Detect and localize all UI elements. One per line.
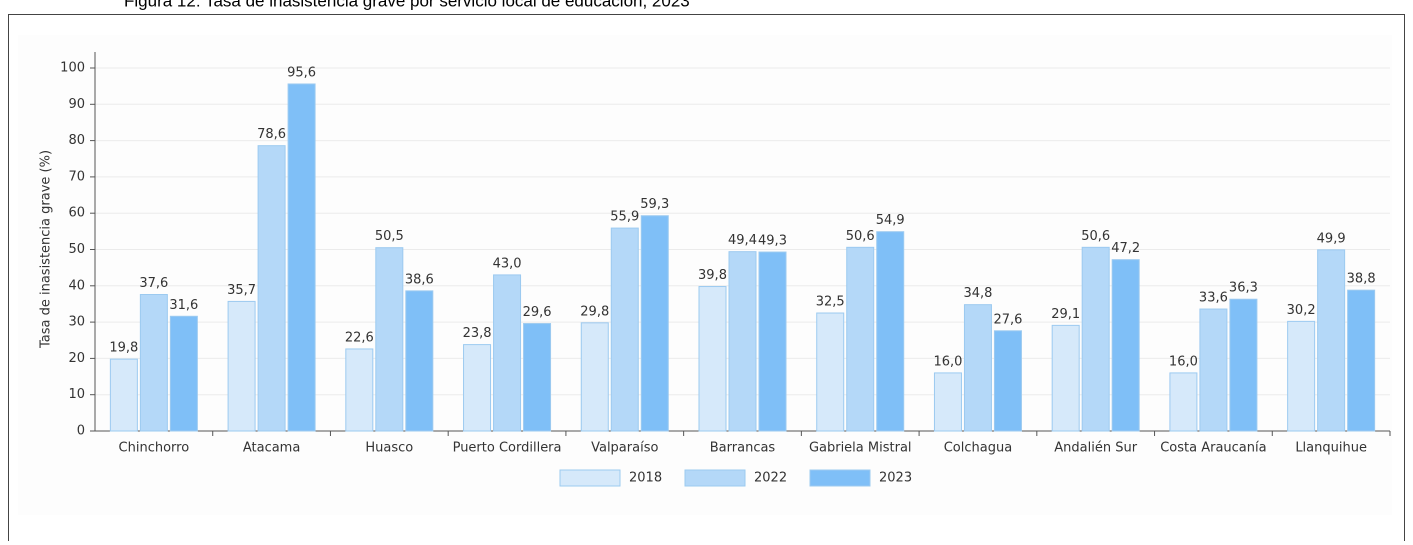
value-label: 50,6 xyxy=(846,229,875,244)
legend-label: 2022 xyxy=(754,471,787,486)
value-label: 27,6 xyxy=(993,312,1022,327)
x-tick-label: Huasco xyxy=(365,441,413,456)
bar xyxy=(1081,246,1110,432)
bar xyxy=(610,227,639,432)
bar xyxy=(1051,324,1080,432)
y-tick-label: 0 xyxy=(77,424,85,439)
x-tick-label: Gabriela Mistral xyxy=(809,441,912,456)
legend-swatch xyxy=(809,469,871,487)
value-label: 29,6 xyxy=(523,305,552,320)
bar xyxy=(876,231,905,432)
x-tick-label: Colchagua xyxy=(944,441,1012,456)
value-label: 32,5 xyxy=(816,295,845,310)
value-label: 55,9 xyxy=(610,210,639,225)
bar xyxy=(640,215,669,432)
value-label: 47,2 xyxy=(1111,241,1140,256)
panel xyxy=(18,35,1392,515)
value-label: 19,8 xyxy=(109,341,138,356)
y-tick-label: 60 xyxy=(68,206,85,221)
legend-label: 2018 xyxy=(629,471,662,486)
bar xyxy=(728,251,757,432)
bar xyxy=(993,330,1022,432)
value-label: 29,1 xyxy=(1051,307,1080,322)
bar xyxy=(1229,298,1258,432)
bar xyxy=(227,300,256,432)
chart-title: Figura 12: Tasa de inasistencia grave po… xyxy=(124,0,690,10)
bar xyxy=(758,251,787,432)
bar xyxy=(963,304,992,432)
bar xyxy=(1169,372,1198,432)
y-tick-label: 100 xyxy=(60,61,85,76)
value-label: 22,6 xyxy=(345,330,374,345)
legend-label: 2023 xyxy=(879,471,912,486)
bar xyxy=(139,294,168,432)
value-label: 23,8 xyxy=(463,326,492,341)
legend-swatch xyxy=(559,469,621,487)
value-label: 34,8 xyxy=(963,286,992,301)
bar xyxy=(287,83,316,432)
value-label: 49,3 xyxy=(758,234,787,249)
value-label: 39,8 xyxy=(698,268,727,283)
value-label: 50,5 xyxy=(375,229,404,244)
bar xyxy=(405,290,434,432)
value-label: 54,9 xyxy=(876,213,905,228)
bar xyxy=(257,145,286,432)
value-label: 38,8 xyxy=(1347,272,1376,287)
value-label: 50,6 xyxy=(1081,229,1110,244)
bar xyxy=(463,344,492,432)
legend-swatch xyxy=(684,469,746,487)
value-label: 37,6 xyxy=(139,276,168,291)
bar xyxy=(1317,249,1346,432)
bar xyxy=(375,247,404,432)
value-label: 16,0 xyxy=(933,354,962,369)
x-tick-label: Costa Araucanía xyxy=(1160,441,1266,456)
bar xyxy=(698,286,727,432)
y-tick-label: 70 xyxy=(68,169,85,184)
value-label: 30,2 xyxy=(1287,303,1316,318)
value-label: 95,6 xyxy=(287,65,316,80)
x-tick-label: Llanquihue xyxy=(1295,441,1367,456)
value-label: 35,7 xyxy=(227,283,256,298)
bar xyxy=(523,323,552,432)
bar xyxy=(109,358,138,432)
y-tick-label: 90 xyxy=(68,97,85,112)
y-tick-label: 20 xyxy=(68,351,85,366)
bar xyxy=(933,372,962,432)
value-label: 29,8 xyxy=(580,304,609,319)
bar xyxy=(169,315,198,432)
x-tick-label: Puerto Cordillera xyxy=(453,441,562,456)
bar xyxy=(493,274,522,432)
value-label: 33,6 xyxy=(1199,291,1228,306)
value-label: 36,3 xyxy=(1229,281,1258,296)
y-tick-label: 50 xyxy=(68,242,85,257)
x-tick-label: Chinchorro xyxy=(119,441,190,456)
y-tick-label: 40 xyxy=(68,278,85,293)
bar xyxy=(580,322,609,432)
x-tick-label: Barrancas xyxy=(710,441,776,456)
bar xyxy=(1199,308,1228,432)
bar xyxy=(1347,289,1376,432)
y-tick-label: 10 xyxy=(68,387,85,402)
x-tick-label: Atacama xyxy=(243,441,300,456)
bar xyxy=(1287,320,1316,432)
value-label: 78,6 xyxy=(257,127,286,142)
y-tick-label: 30 xyxy=(68,315,85,330)
value-label: 31,6 xyxy=(169,298,198,313)
y-tick-label: 80 xyxy=(68,133,85,148)
y-axis-label: Tasa de inasistencia grave (%) xyxy=(39,150,54,349)
bar xyxy=(345,348,374,432)
value-label: 43,0 xyxy=(493,256,522,271)
x-tick-label: Valparaíso xyxy=(591,441,658,456)
x-tick-label: Andalién Sur xyxy=(1054,441,1137,456)
bar xyxy=(846,246,875,432)
value-label: 49,4 xyxy=(728,233,757,248)
value-label: 38,6 xyxy=(405,272,434,287)
value-label: 16,0 xyxy=(1169,354,1198,369)
value-label: 59,3 xyxy=(640,197,669,212)
bar xyxy=(816,312,845,432)
value-label: 49,9 xyxy=(1317,231,1346,246)
bar xyxy=(1111,259,1140,432)
